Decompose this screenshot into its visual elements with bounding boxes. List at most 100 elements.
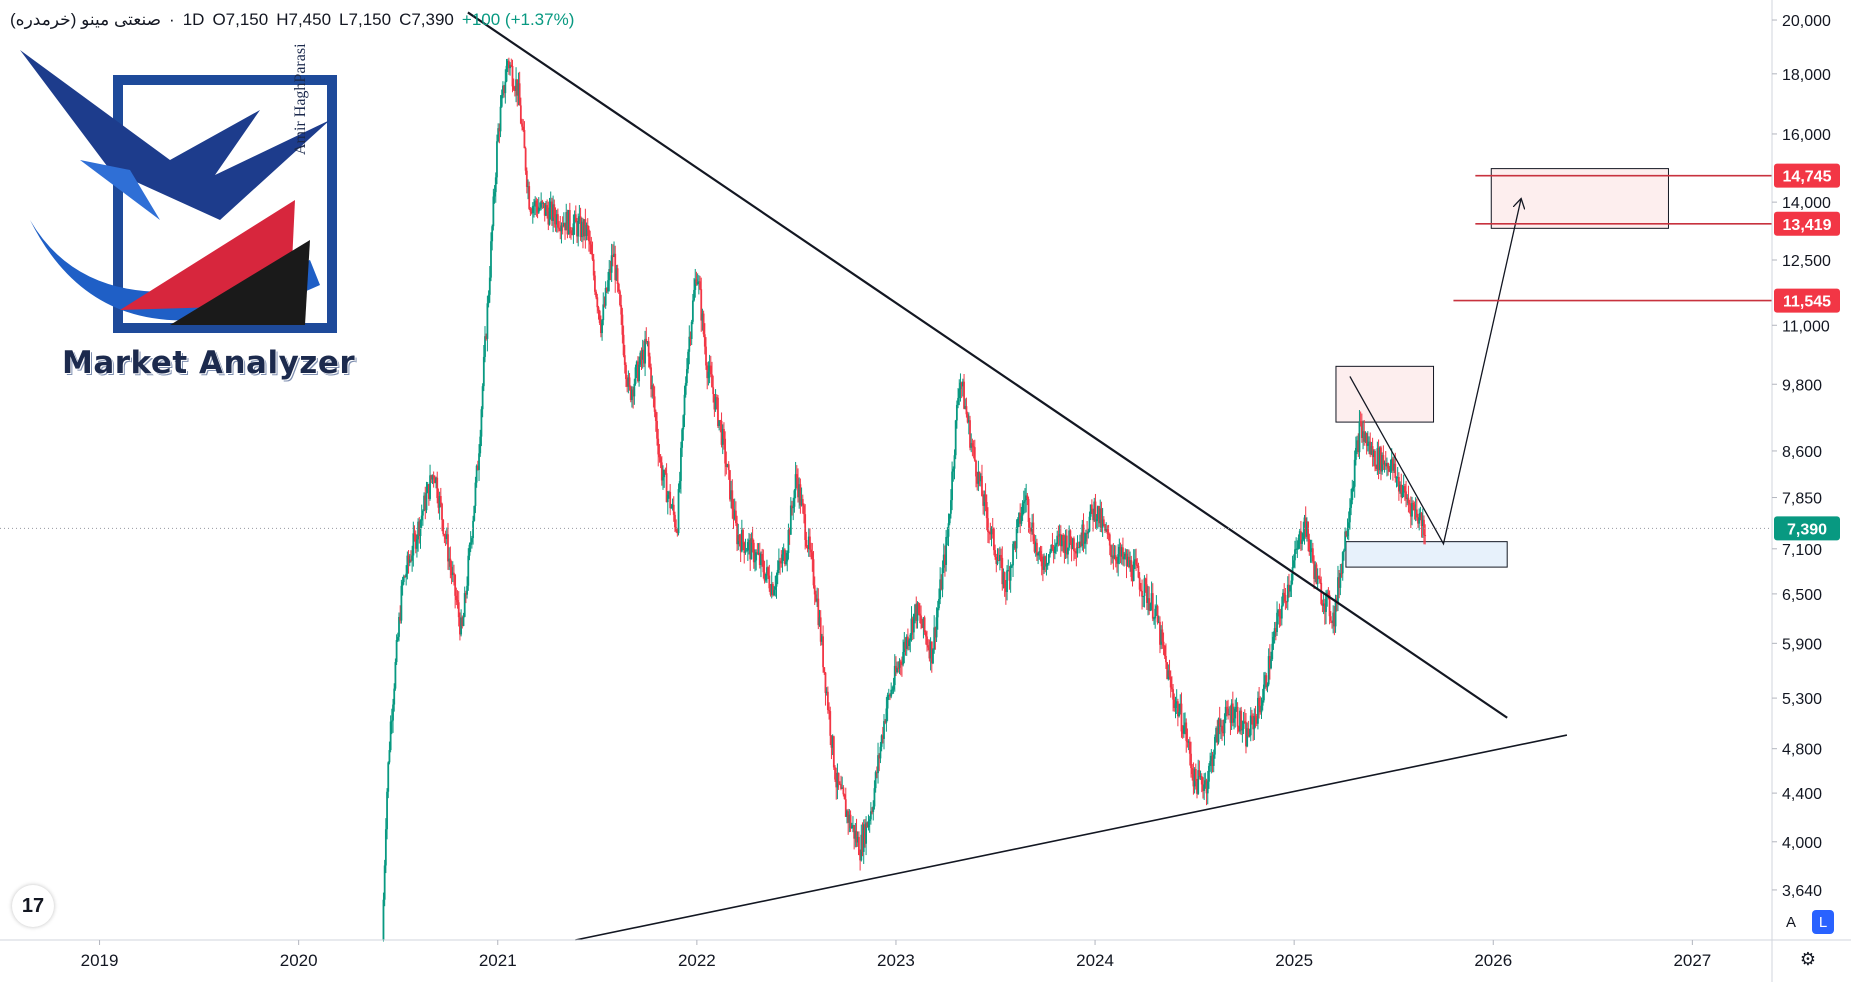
candle-body <box>659 457 662 463</box>
candle-body <box>1271 643 1274 660</box>
candle-body <box>1295 548 1298 550</box>
candle-body <box>824 672 827 693</box>
candle-body <box>1116 560 1118 564</box>
candle-body <box>1136 564 1139 566</box>
candle-body <box>610 255 613 273</box>
candle-body <box>1082 524 1085 544</box>
candle-body <box>1343 550 1345 553</box>
candle-body <box>552 204 555 221</box>
candle-body <box>739 541 742 552</box>
candle-body <box>1168 670 1171 677</box>
candle-body <box>627 377 630 387</box>
candle-body <box>889 694 891 697</box>
candle-body <box>677 489 680 534</box>
candle-body <box>706 365 709 379</box>
level-layer[interactable]: 14,745 13,419 11,545 7,390 <box>0 163 1840 541</box>
candle-body <box>417 521 420 540</box>
level-badge[interactable] <box>1774 288 1840 313</box>
candle-body <box>426 484 429 493</box>
candle-body <box>430 475 433 480</box>
candle-body <box>961 381 964 387</box>
candle-body <box>399 616 402 621</box>
candle-body <box>1286 584 1289 602</box>
candle-body <box>717 397 719 427</box>
candle-body <box>574 214 577 223</box>
candle-body <box>1015 527 1018 549</box>
candle-body <box>564 222 566 231</box>
auto-scale-button[interactable]: A <box>1780 910 1802 934</box>
candle-body <box>448 558 451 562</box>
level-badge[interactable] <box>1774 163 1840 188</box>
candle-body <box>1320 582 1323 604</box>
candle-body <box>921 623 924 628</box>
candle-body <box>1277 610 1280 613</box>
candle-body <box>776 569 779 576</box>
candle-body <box>413 533 416 535</box>
candle-body <box>1018 512 1020 519</box>
candle-body <box>601 320 603 334</box>
resistance-zone[interactable] <box>1335 365 1435 423</box>
candle-body <box>786 553 789 562</box>
candle-body <box>1001 557 1004 585</box>
support-zone[interactable] <box>1345 541 1508 568</box>
candle-body <box>909 634 912 641</box>
symbol-name[interactable]: صنعتی مینو (خرمدره) <box>10 10 162 29</box>
candle-body <box>1321 603 1324 606</box>
interval-label[interactable]: 1D <box>182 10 205 29</box>
current-price-badge[interactable] <box>1774 516 1840 541</box>
candle-body <box>887 694 890 696</box>
candle-body <box>1283 592 1286 595</box>
candle-body <box>932 649 934 664</box>
candle-body <box>1009 565 1012 581</box>
candle-body <box>1104 524 1106 531</box>
candle-body <box>1349 507 1351 523</box>
trendline-layer[interactable] <box>467 11 1568 941</box>
candle-body <box>392 704 394 721</box>
projection-path[interactable] <box>1349 199 1521 546</box>
candle-body <box>1365 433 1368 446</box>
level-badge[interactable] <box>1774 211 1840 236</box>
candle-body <box>1208 765 1210 782</box>
candle-body <box>1010 565 1013 567</box>
candle-body <box>685 369 688 383</box>
candle-body <box>1202 784 1204 791</box>
candle-body <box>978 471 981 482</box>
candle-body <box>948 513 951 524</box>
candle-body <box>1233 718 1235 723</box>
candle-body <box>1040 556 1043 567</box>
candle-body <box>803 505 805 515</box>
candle-body <box>1022 501 1025 504</box>
candle-body <box>797 478 799 498</box>
candle-body <box>1191 768 1194 774</box>
candle-body <box>1353 459 1356 487</box>
candle-body <box>1360 421 1363 439</box>
target-zone[interactable] <box>1490 168 1669 229</box>
candle-body <box>562 222 565 227</box>
candle-body <box>616 268 619 284</box>
candle-body <box>1102 519 1105 525</box>
candle-body <box>856 836 859 843</box>
candle-body <box>1247 728 1250 736</box>
candle-body <box>1093 501 1096 521</box>
candle-body <box>745 550 748 552</box>
candle-body <box>1347 522 1350 529</box>
tradingview-logo-icon[interactable]: 17 <box>12 885 54 927</box>
candle-body <box>1339 572 1342 588</box>
symbol-header[interactable]: صنعتی مینو (خرمدره) · 1D O7,150 H7,450 L… <box>10 8 574 32</box>
candle-body <box>1046 563 1049 565</box>
candle-body <box>1301 539 1304 544</box>
candle-body <box>730 490 732 500</box>
lower-trendline[interactable] <box>575 734 1568 941</box>
candle-body <box>749 540 752 560</box>
upper-trendline[interactable] <box>467 11 1508 719</box>
candle-body <box>1076 547 1079 554</box>
candle-body <box>1368 441 1370 444</box>
candle-body <box>1370 446 1373 455</box>
log-scale-button[interactable]: L <box>1812 910 1834 934</box>
candle-body <box>546 205 549 212</box>
candle-body <box>939 579 942 600</box>
candle-body <box>639 352 642 365</box>
gear-icon[interactable]: ⚙ <box>1799 948 1817 969</box>
